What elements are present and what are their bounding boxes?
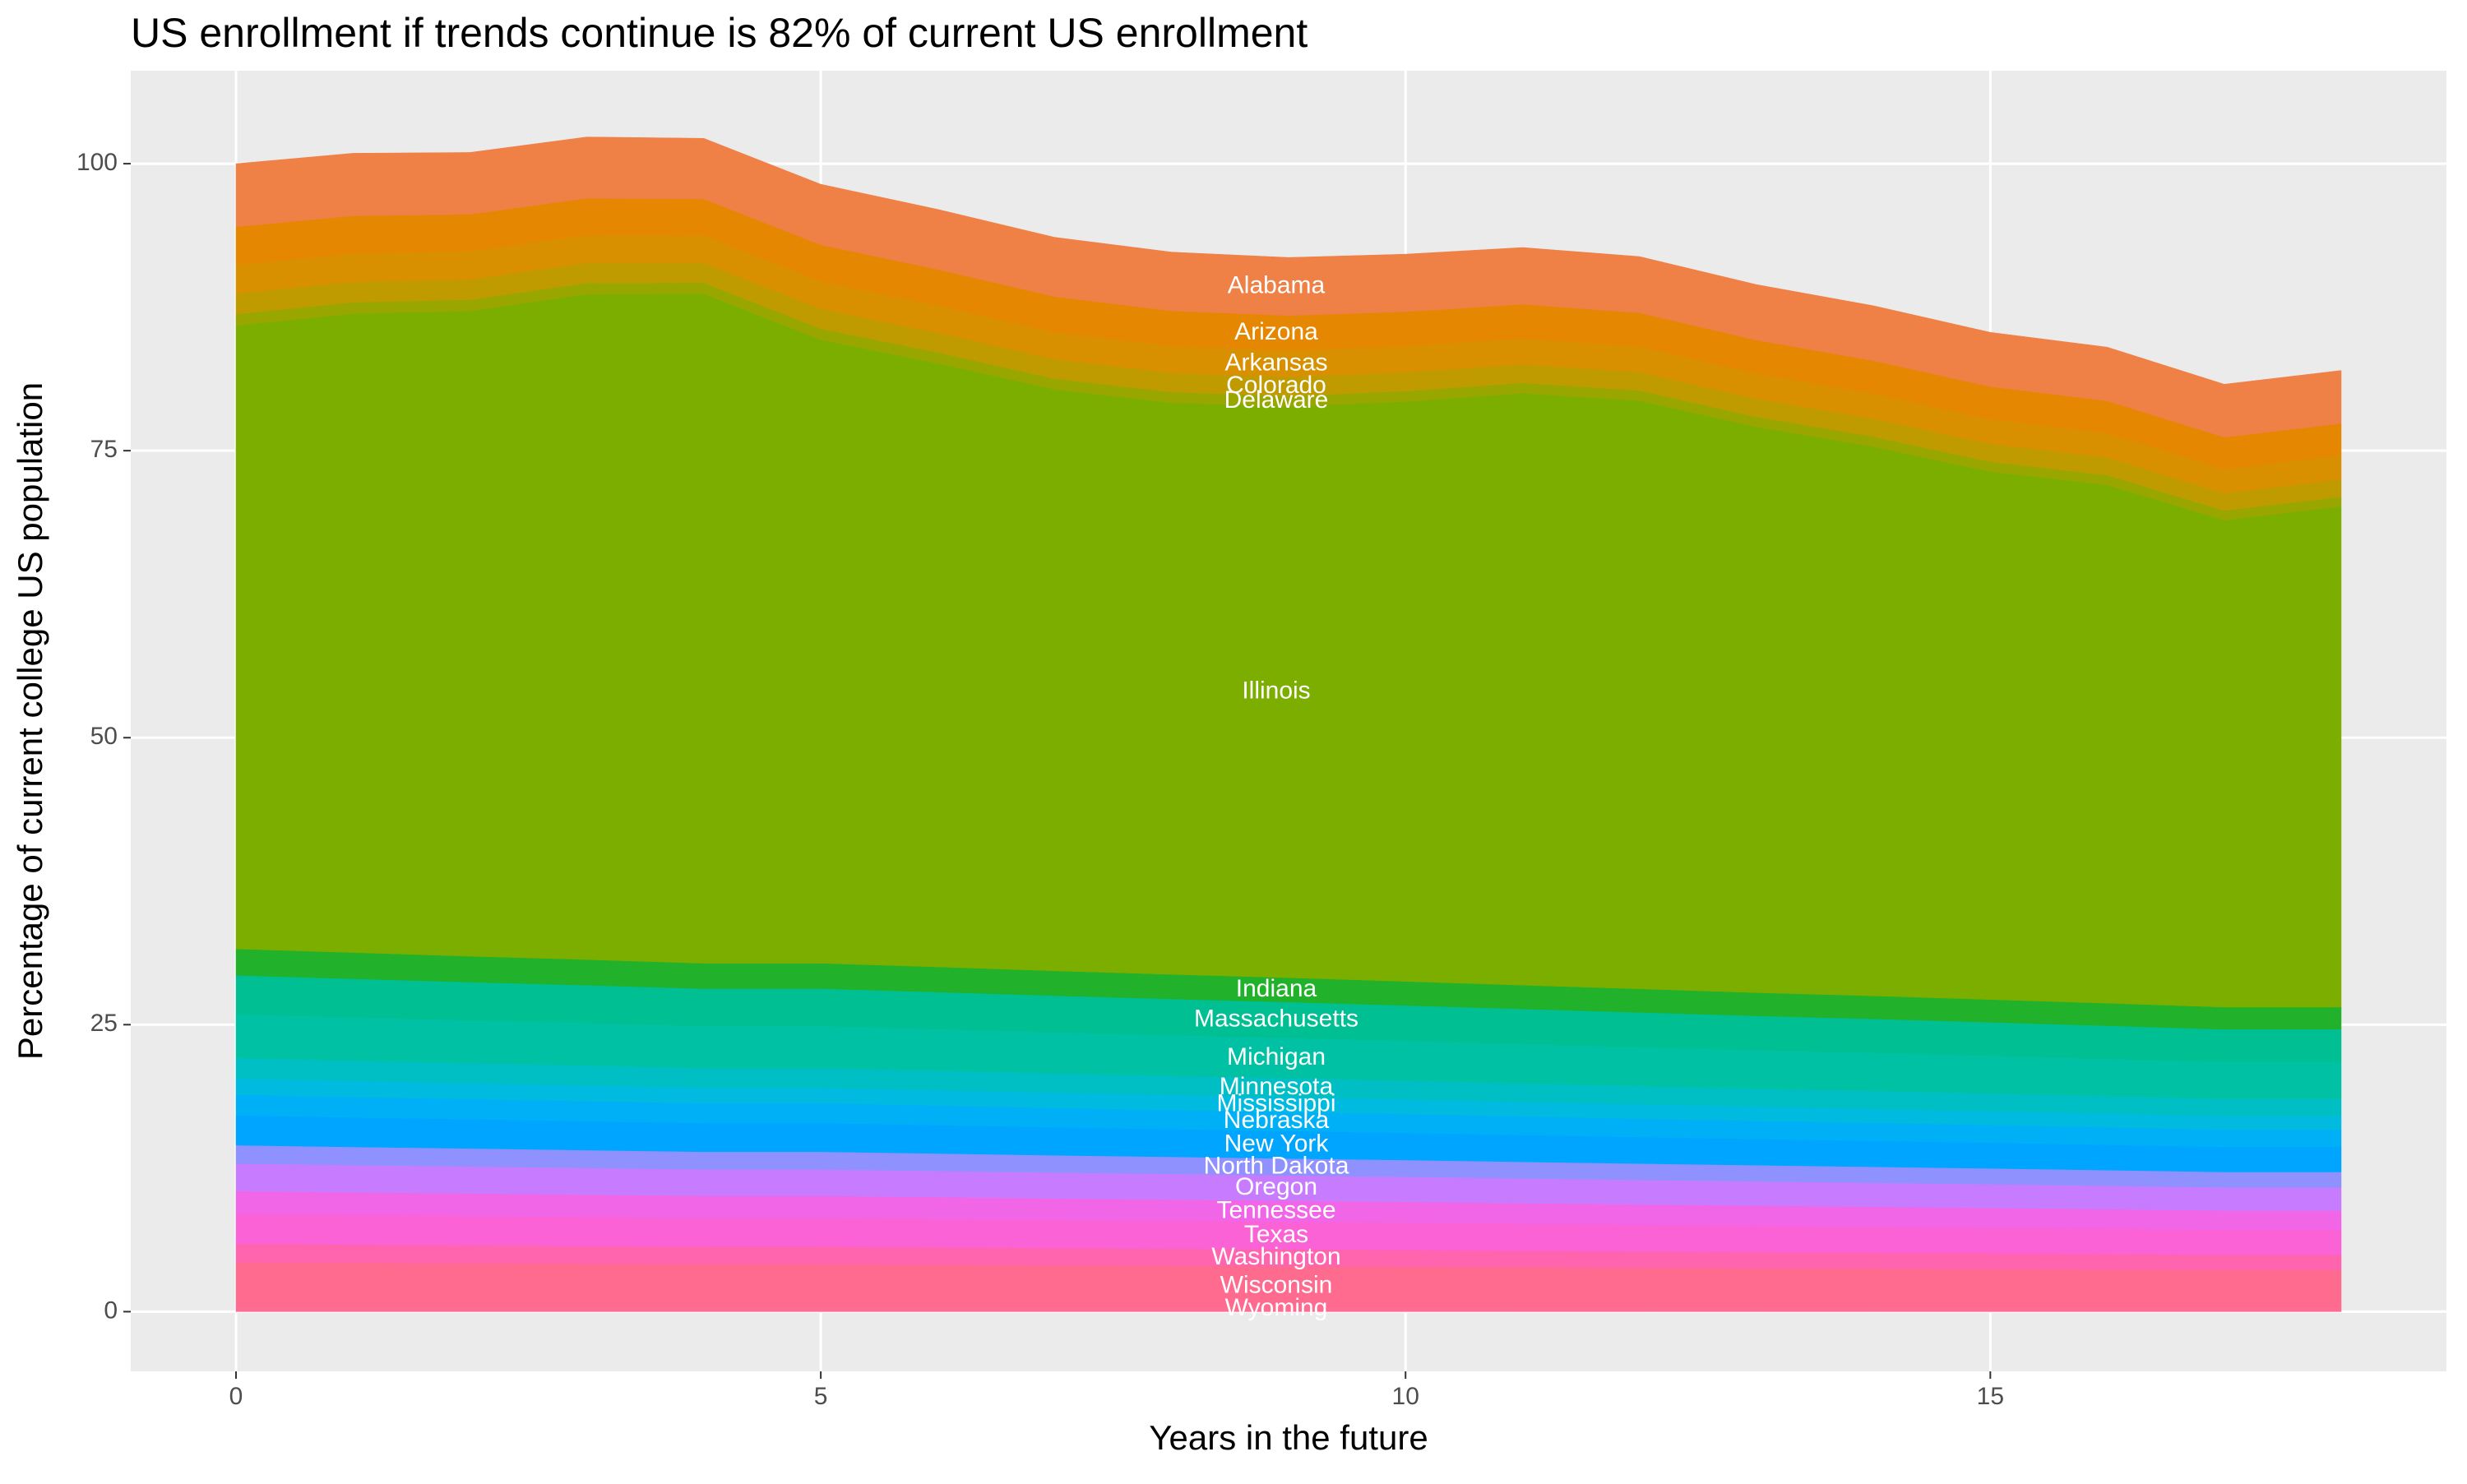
areas (235, 136, 2342, 1312)
chart-title: US enrollment if trends continue is 82% … (131, 10, 1308, 56)
x-tick-label: 5 (814, 1383, 828, 1410)
area-label: Oregon (1235, 1173, 1317, 1200)
area-label: Michigan (1227, 1043, 1326, 1070)
area-label: Nebraska (1224, 1107, 1330, 1134)
area-label: Washington (1211, 1243, 1340, 1270)
area-label: Indiana (1236, 975, 1317, 1002)
area-label: New York (1224, 1130, 1330, 1157)
area-label: Wyoming (1225, 1294, 1328, 1321)
area-labels: WyomingWisconsinWashingtonTexasTennessee… (1194, 271, 1358, 1321)
axes: 0 25 50 75 100 0 5 10 15 (76, 149, 2004, 1410)
y-tick-label: 100 (76, 149, 118, 176)
area-label: Wisconsin (1220, 1271, 1333, 1298)
area-label: North Dakota (1204, 1152, 1349, 1179)
area-label: Arkansas (1224, 349, 1327, 376)
area-label: Texas (1244, 1221, 1308, 1248)
area-label: Massachusetts (1194, 1006, 1358, 1033)
x-tick-label: 15 (1977, 1383, 2004, 1410)
y-tick-label: 0 (104, 1297, 118, 1324)
y-tick-label: 50 (90, 723, 118, 750)
y-axis-title: Percentage of current college US populat… (11, 382, 49, 1060)
area-label: Colorado (1226, 372, 1326, 399)
area-label: Alabama (1228, 271, 1326, 298)
area-label: Delaware (1224, 386, 1329, 414)
area (235, 136, 2342, 438)
x-axis-title: Years in the future (1149, 1418, 1428, 1457)
area-label: Arizona (1234, 318, 1318, 345)
y-tick-label: 25 (90, 1010, 118, 1037)
y-tick-label: 75 (90, 436, 118, 463)
x-tick-label: 10 (1392, 1383, 1419, 1410)
area-label: Tennessee (1216, 1196, 1335, 1223)
area-label: Minnesota (1220, 1073, 1334, 1100)
area-label: Illinois (1242, 677, 1310, 705)
area-label: Mississippi (1216, 1089, 1335, 1116)
x-tick-label: 0 (229, 1383, 243, 1410)
